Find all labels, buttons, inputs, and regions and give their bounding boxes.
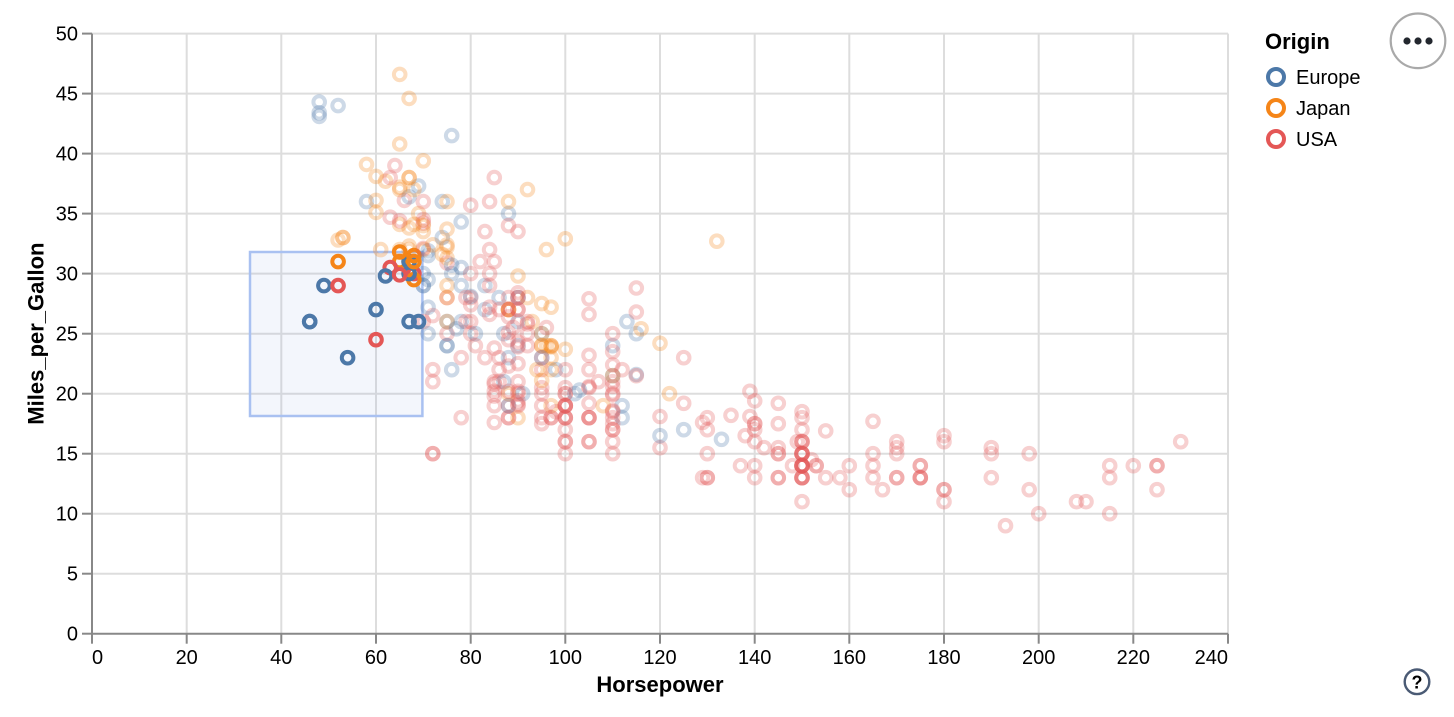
svg-text:240: 240 [1195,647,1228,669]
svg-text:220: 220 [1117,647,1150,669]
svg-text:0: 0 [67,624,78,646]
svg-text:USA: USA [1296,129,1338,151]
svg-text:80: 80 [460,647,482,669]
svg-text:25: 25 [56,324,78,346]
svg-text:20: 20 [176,647,198,669]
svg-text:35: 35 [56,204,78,226]
svg-text:0: 0 [92,647,103,669]
svg-text:200: 200 [1022,647,1055,669]
svg-text:120: 120 [643,647,676,669]
svg-text:100: 100 [549,647,582,669]
svg-text:45: 45 [56,84,78,106]
svg-text:Horsepower: Horsepower [596,672,724,697]
svg-text:180: 180 [927,647,960,669]
svg-text:Origin: Origin [1265,29,1330,54]
svg-text:15: 15 [56,444,78,466]
svg-text:Europe: Europe [1296,67,1361,89]
svg-text:5: 5 [67,564,78,586]
svg-text:50: 50 [56,24,78,46]
svg-text:40: 40 [270,647,292,669]
svg-text:Japan: Japan [1296,98,1351,120]
svg-text:40: 40 [56,144,78,166]
svg-text:30: 30 [56,264,78,286]
svg-text:Miles_per_Gallon: Miles_per_Gallon [24,243,49,425]
svg-text:140: 140 [738,647,771,669]
svg-text:10: 10 [56,504,78,526]
svg-text:60: 60 [365,647,387,669]
svg-text:20: 20 [56,384,78,406]
svg-text:160: 160 [833,647,866,669]
svg-text:?: ? [1412,673,1423,693]
